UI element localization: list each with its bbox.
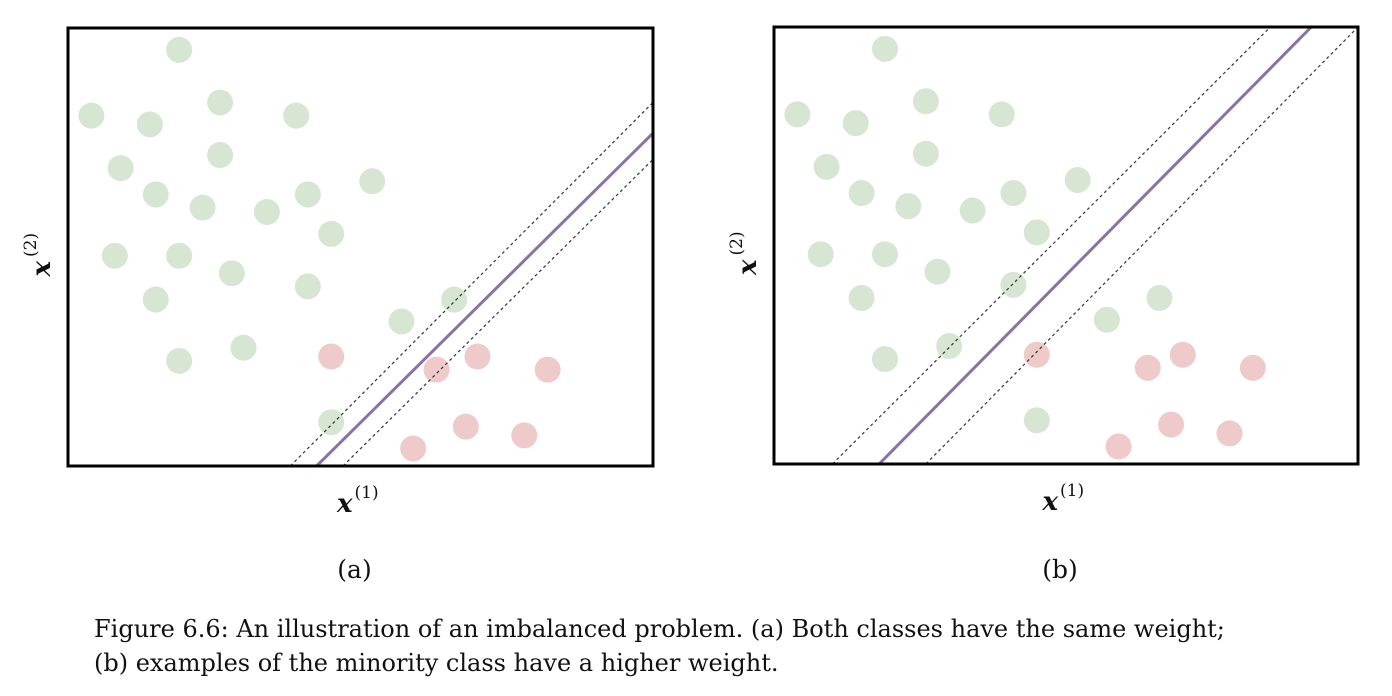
plot-frame (772, 25, 1360, 466)
minority-point (1239, 354, 1266, 381)
majority-point (142, 181, 169, 208)
majority-point (230, 334, 257, 361)
majority-point (1000, 180, 1027, 207)
majority-point (784, 101, 811, 128)
majority-point (166, 36, 193, 63)
majority-point (848, 180, 875, 207)
x-axis-label-superscript: (1) (1060, 481, 1084, 501)
majority-point (359, 168, 386, 195)
majority-point (912, 140, 939, 167)
minority-point (423, 356, 450, 383)
majority-point (318, 220, 345, 247)
minority-point (1216, 420, 1243, 447)
y-axis-label: x (27, 261, 57, 278)
caption-line-1: Figure 6.6: An illustration of an imbala… (94, 615, 1225, 643)
minority-point (1023, 341, 1050, 368)
majority-point (107, 155, 134, 182)
majority-point (1023, 407, 1050, 434)
majority-point (441, 286, 468, 313)
majority-point (101, 242, 128, 269)
minority-point (1134, 354, 1161, 381)
majority-point (294, 273, 321, 300)
figure-caption: Figure 6.6: An illustration of an imbala… (94, 612, 1344, 680)
minority-point (400, 435, 427, 462)
majority-point (142, 286, 169, 313)
majority-point (218, 260, 245, 287)
y-axis-label-superscript: (2) (727, 231, 747, 255)
x-axis-label: x (1041, 487, 1058, 517)
majority-point (207, 142, 234, 169)
majority-point (848, 284, 875, 311)
subplot-label: (a) (337, 555, 371, 584)
decision-boundary (315, 132, 653, 466)
minority-point (318, 343, 345, 370)
majority-point (253, 198, 280, 225)
subplot-label: (b) (1042, 555, 1078, 584)
plot-frame (66, 26, 655, 468)
majority-point (207, 89, 234, 116)
majority-point (1023, 219, 1050, 246)
majority-point (871, 35, 898, 62)
majority-point (283, 102, 310, 129)
majority-point (1146, 284, 1173, 311)
minority-point (511, 422, 538, 449)
majority-point (166, 347, 193, 374)
plot-area (78, 36, 653, 466)
minority-point (1158, 411, 1185, 438)
minority-point (464, 343, 491, 370)
majority-point (895, 193, 922, 220)
majority-point (189, 194, 216, 221)
y-axis-label-superscript: (2) (21, 233, 41, 257)
majority-point (166, 242, 193, 269)
majority-point (318, 409, 345, 436)
plot-area (784, 27, 1358, 464)
minority-point (1169, 341, 1196, 368)
majority-point (924, 258, 951, 285)
majority-point (813, 153, 840, 180)
majority-point (912, 88, 939, 115)
minority-point (452, 413, 479, 440)
majority-point (1093, 306, 1120, 333)
majority-point (136, 111, 163, 138)
margin-line (831, 27, 1271, 464)
minority-point (534, 356, 561, 383)
decision-boundary (878, 27, 1313, 464)
majority-point (78, 102, 105, 129)
majority-point (807, 241, 834, 268)
x-axis-label-superscript: (1) (355, 483, 379, 503)
margin-line (342, 158, 653, 466)
majority-point (871, 346, 898, 373)
margin-line (289, 102, 653, 466)
majority-point (936, 333, 963, 360)
panel-a: x (1)x(2)(a) (21, 26, 655, 584)
majority-point (959, 197, 986, 224)
panel-b: x (1)x(2)(b) (727, 25, 1360, 584)
caption-line-2: (b) examples of the minority class have … (94, 649, 779, 677)
minority-point (1105, 433, 1132, 460)
majority-point (388, 308, 415, 335)
margin-line (925, 27, 1358, 464)
y-axis-label: x (733, 259, 763, 276)
majority-point (842, 110, 869, 137)
majority-point (294, 181, 321, 208)
majority-point (1000, 271, 1027, 298)
majority-point (1064, 166, 1091, 193)
majority-point (871, 241, 898, 268)
majority-point (988, 101, 1015, 128)
x-axis-label: x (336, 489, 353, 519)
